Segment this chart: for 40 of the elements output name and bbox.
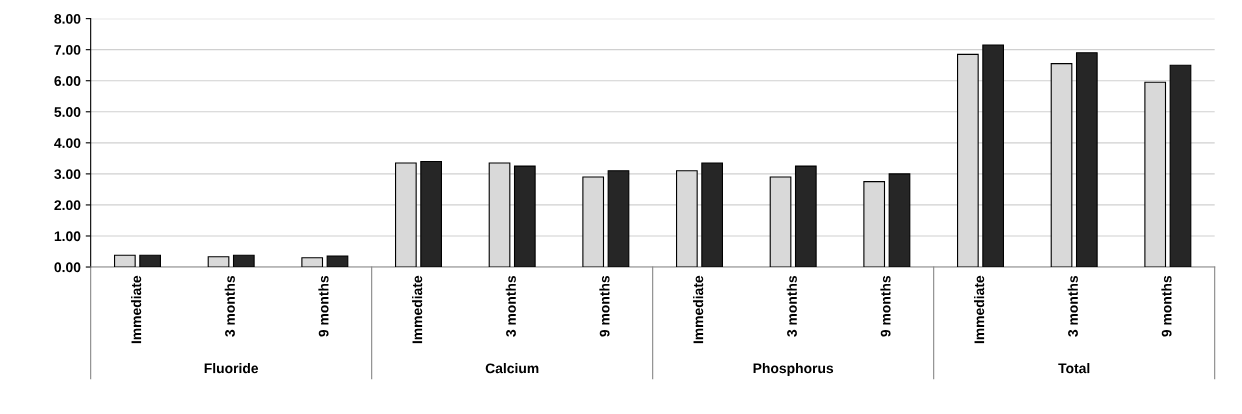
x-tick-label: 9 months — [1161, 275, 1172, 337]
text: Fluoride — [204, 363, 259, 374]
y-tick-label: 8.00 — [54, 13, 81, 24]
bar — [232, 254, 255, 268]
bar — [301, 257, 324, 268]
text: Calcium — [485, 363, 539, 374]
x-tick-label: 3 months — [224, 275, 235, 337]
bar — [701, 162, 724, 268]
y-tick-label: 6.00 — [54, 76, 81, 86]
x-tick-label: 9 months — [599, 275, 610, 337]
x-tick-label: 3 months — [1067, 275, 1078, 337]
bar — [207, 256, 230, 268]
bar — [113, 254, 136, 268]
x-tick-label: 3 months — [786, 275, 797, 337]
x-tick-label: Immediate — [974, 275, 985, 344]
y-tick-label: 0.00 — [54, 262, 81, 273]
y-tick-label: 4.00 — [54, 138, 81, 148]
y-tick-label: 5.00 — [54, 107, 81, 117]
x-tick-label: 3 months — [505, 275, 516, 337]
bar — [982, 44, 1005, 268]
x-tick-label: Immediate — [131, 275, 142, 344]
text: Total — [1058, 363, 1090, 374]
text: Phosphorus — [753, 363, 834, 376]
bar — [420, 160, 443, 268]
bar — [139, 254, 162, 268]
x-tick-label: 9 months — [318, 275, 329, 337]
bar — [326, 255, 349, 268]
bar — [607, 170, 630, 268]
bar — [888, 173, 911, 268]
bar — [1169, 64, 1192, 268]
y-tick-label: 3.00 — [54, 169, 81, 180]
bar — [1075, 52, 1098, 268]
x-tick-label: 9 months — [880, 275, 891, 337]
bar — [794, 165, 817, 268]
y-tick-label: 2.00 — [54, 200, 81, 211]
x-tick-label: Immediate — [693, 275, 704, 344]
y-tick-label: 7.00 — [54, 45, 81, 55]
y-tick-label: 1.00 — [54, 231, 81, 242]
bar — [513, 165, 536, 268]
x-tick-label: Immediate — [412, 275, 423, 344]
